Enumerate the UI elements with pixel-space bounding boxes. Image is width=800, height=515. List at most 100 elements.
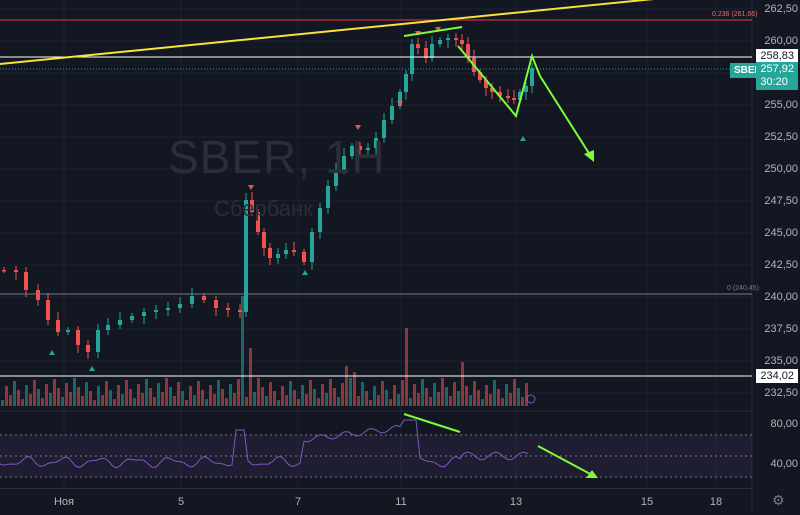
volume-bar <box>441 378 444 406</box>
time-tick: 15 <box>640 496 654 508</box>
time-tick: 13 <box>509 496 523 508</box>
candle-body <box>190 296 194 304</box>
volume-bar <box>485 385 488 406</box>
volume-bar <box>145 379 148 406</box>
candle-body <box>398 92 402 106</box>
candle-body <box>374 138 378 148</box>
volume-bar <box>121 394 124 406</box>
volume-bar <box>205 399 208 406</box>
candle-body <box>86 345 90 352</box>
watermark-ticker: SBER, 1H <box>168 131 386 183</box>
gear-icon[interactable]: ⚙ <box>772 492 785 508</box>
candle-body <box>268 248 272 258</box>
volume-bar <box>253 392 256 406</box>
volume-bar <box>45 384 48 406</box>
time-tick: 18 <box>709 496 723 508</box>
time-tick: 7 <box>294 496 302 508</box>
volume-bar <box>513 379 516 406</box>
candle-body <box>238 310 242 312</box>
bar-countdown: 30:20 <box>760 76 788 88</box>
volume-bar <box>157 383 160 406</box>
candle-body <box>506 96 510 98</box>
sell-marker <box>248 185 254 190</box>
volume-bar <box>329 379 332 406</box>
price-axis[interactable]: 262,50 260,00 255,00 252,50 250,00 247,5… <box>752 0 800 488</box>
candle-body <box>512 98 516 100</box>
candle-body <box>390 106 394 120</box>
watermark-company-name: Сбербанк <box>214 196 313 221</box>
candle-body <box>250 200 254 212</box>
price-tick: 245,00 <box>764 227 798 239</box>
volume-bar <box>125 380 128 406</box>
price-tick: 242,50 <box>764 259 798 271</box>
rsi-arrow-head <box>586 470 598 478</box>
price-tick: 240,00 <box>764 291 798 303</box>
candle-body <box>490 88 494 92</box>
candle-body <box>530 68 534 86</box>
volume-bar <box>129 389 132 406</box>
candle-body <box>334 170 338 186</box>
candle-body <box>498 92 502 96</box>
volume-bar <box>61 397 64 406</box>
volume-bar <box>17 390 20 406</box>
rsi-panel <box>0 434 752 478</box>
volume-bar <box>229 384 232 406</box>
volume-bar <box>49 393 52 406</box>
volume-bar <box>493 380 496 406</box>
candle-body <box>36 290 40 300</box>
candle-body <box>416 44 420 48</box>
candle-body <box>244 200 248 312</box>
current-price-tag: 257,92 30:20 <box>756 62 798 90</box>
volume-bar <box>89 391 92 406</box>
sell-marker <box>355 125 361 130</box>
candle-body <box>130 316 134 320</box>
volume-bar <box>389 399 392 406</box>
volume-bar <box>201 390 204 406</box>
sell-marker <box>397 101 403 106</box>
volume-bar <box>245 397 248 406</box>
volume-bar <box>249 348 252 406</box>
time-axis[interactable]: Ноя 5 7 11 13 15 18 <box>0 488 752 515</box>
volume-bar <box>429 397 432 406</box>
volume-bar <box>473 381 476 406</box>
volume-bar <box>5 386 8 406</box>
buy-marker <box>302 270 308 275</box>
volume-bar <box>477 390 480 406</box>
volume-bar <box>497 389 500 406</box>
volume-bar <box>409 398 412 406</box>
volume-bar <box>277 400 280 406</box>
volume-bar <box>341 383 344 406</box>
price-tick: 250,00 <box>764 163 798 175</box>
volume-bar <box>37 389 40 406</box>
volume-bar <box>41 398 44 406</box>
candle-body <box>178 304 182 308</box>
candle-body <box>478 72 482 80</box>
candle-body <box>460 40 464 44</box>
volume-bar <box>81 396 84 406</box>
volume-bar <box>209 385 212 406</box>
candle-body <box>2 270 6 272</box>
volume-bar <box>417 393 420 406</box>
candle-body <box>524 86 528 92</box>
volume-bar <box>309 380 312 406</box>
price-level-tag: 258,83 <box>756 49 798 63</box>
candle-body <box>438 40 442 44</box>
candle-body <box>382 120 386 138</box>
candle-body <box>318 208 322 232</box>
candle-body <box>350 146 354 156</box>
volume-bar <box>505 384 508 406</box>
volume-bar <box>337 397 340 406</box>
volume-bar <box>321 384 324 406</box>
volume-bar <box>285 395 288 406</box>
candlesticks <box>2 33 534 359</box>
volume-bar <box>233 393 236 406</box>
volume-bar <box>65 383 68 406</box>
volume-bar <box>501 398 504 406</box>
volume-bar <box>469 395 472 406</box>
price-tick: 255,00 <box>764 99 798 111</box>
volume-bar <box>137 384 140 406</box>
volume-bar <box>257 378 260 406</box>
rsi-tick: 80,00 <box>770 418 798 430</box>
volume-bar <box>293 390 296 406</box>
